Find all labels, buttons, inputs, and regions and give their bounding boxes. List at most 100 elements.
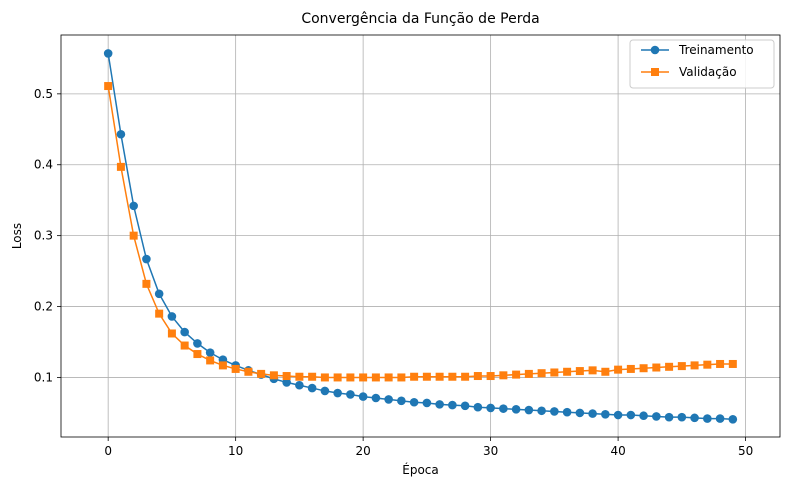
data-point-validacao <box>677 362 686 371</box>
y-axis-label: Loss <box>10 223 24 249</box>
data-point-treinamento <box>103 49 113 58</box>
data-point-treinamento <box>384 395 393 404</box>
data-point-validacao <box>410 372 419 381</box>
data-point-validacao <box>448 372 457 381</box>
chart-title: Convergência da Função de Perda <box>301 11 539 27</box>
data-point-validacao <box>473 372 482 381</box>
data-point-validacao <box>308 372 317 381</box>
data-point-validacao <box>563 367 572 376</box>
data-point-validacao <box>320 373 329 382</box>
data-point-validacao <box>499 371 508 380</box>
data-point-validacao <box>155 309 164 318</box>
data-point-treinamento <box>422 398 432 408</box>
data-point-treinamento <box>677 412 687 422</box>
data-point-treinamento <box>613 410 623 420</box>
data-point-validacao <box>575 367 584 376</box>
data-point-treinamento <box>499 404 508 413</box>
data-point-validacao <box>728 359 737 368</box>
data-point-treinamento <box>307 383 317 393</box>
data-point-treinamento <box>715 414 725 423</box>
data-point-treinamento <box>537 406 546 416</box>
y-tick-label: 0.1 <box>34 370 53 384</box>
data-point-validacao <box>601 367 610 376</box>
data-point-validacao <box>537 369 546 378</box>
data-point-treinamento <box>448 400 457 410</box>
data-point-validacao <box>218 361 227 370</box>
data-point-validacao <box>716 359 725 368</box>
data-point-validacao <box>116 162 125 171</box>
data-point-validacao <box>486 372 495 381</box>
data-point-validacao <box>639 364 648 373</box>
data-point-validacao <box>129 231 138 240</box>
data-point-validacao <box>435 372 444 381</box>
data-point-validacao <box>690 361 699 370</box>
data-point-treinamento <box>295 380 304 390</box>
data-point-treinamento <box>601 410 610 419</box>
ticks: 0 10 20 30 40 50 0.1 0.2 0.3 0.4 0.5 <box>34 87 753 458</box>
x-tick-label: 10 <box>228 444 243 458</box>
data-point-validacao <box>104 82 113 91</box>
data-point-validacao <box>371 373 380 382</box>
data-point-treinamento <box>435 400 444 409</box>
data-point-treinamento <box>333 388 342 398</box>
y-tick-label: 0.2 <box>34 300 53 314</box>
data-point-treinamento <box>703 414 712 423</box>
data-point-treinamento <box>460 401 470 411</box>
data-point-treinamento <box>690 413 699 423</box>
data-point-validacao <box>295 372 304 381</box>
data-point-treinamento <box>588 409 597 418</box>
data-point-validacao <box>167 329 176 338</box>
data-point-validacao <box>206 356 215 365</box>
data-point-treinamento <box>129 201 138 211</box>
data-point-validacao <box>550 368 559 377</box>
data-point-treinamento <box>639 411 648 421</box>
legend: Treinamento Validação <box>629 39 775 89</box>
data-point-treinamento <box>626 410 636 420</box>
series-layer <box>103 49 738 424</box>
data-point-treinamento <box>664 412 674 422</box>
data-point-validacao <box>231 364 240 373</box>
data-point-validacao <box>422 372 431 381</box>
data-point-treinamento <box>473 402 483 412</box>
data-point-treinamento <box>511 405 521 414</box>
data-point-treinamento <box>282 378 291 387</box>
y-tick-label: 0.3 <box>34 229 53 243</box>
data-point-validacao <box>665 362 674 371</box>
data-point-validacao <box>461 372 470 381</box>
data-point-validacao <box>257 369 266 378</box>
data-point-validacao <box>193 350 202 359</box>
legend-marker-validacao <box>651 68 659 76</box>
data-point-treinamento <box>180 327 189 337</box>
x-tick-label: 50 <box>738 444 753 458</box>
data-point-treinamento <box>409 397 419 407</box>
data-point-validacao <box>626 364 635 373</box>
data-point-validacao <box>384 373 393 382</box>
data-point-treinamento <box>524 405 534 415</box>
data-point-validacao <box>282 372 291 381</box>
legend-box <box>629 39 775 89</box>
data-point-treinamento <box>728 414 738 424</box>
data-point-treinamento <box>371 393 381 403</box>
data-point-validacao <box>269 371 278 380</box>
x-tick-label: 40 <box>610 444 625 458</box>
data-point-treinamento <box>486 403 495 413</box>
data-point-validacao <box>180 341 189 350</box>
data-point-validacao <box>142 279 151 288</box>
data-point-treinamento <box>652 412 661 421</box>
x-tick-label: 20 <box>355 444 370 458</box>
data-point-treinamento <box>575 408 585 418</box>
data-point-treinamento <box>358 392 368 401</box>
legend-marker-treinamento <box>650 45 660 55</box>
data-point-treinamento <box>346 390 355 399</box>
data-point-treinamento <box>562 407 572 417</box>
data-point-treinamento <box>116 129 126 139</box>
grid <box>61 35 780 437</box>
data-point-validacao <box>652 363 661 372</box>
data-point-treinamento <box>193 339 202 348</box>
data-point-validacao <box>512 370 521 379</box>
legend-label-validacao: Validação <box>679 65 737 79</box>
data-point-treinamento <box>154 289 164 299</box>
data-point-treinamento <box>205 348 215 357</box>
data-point-treinamento <box>167 312 177 321</box>
